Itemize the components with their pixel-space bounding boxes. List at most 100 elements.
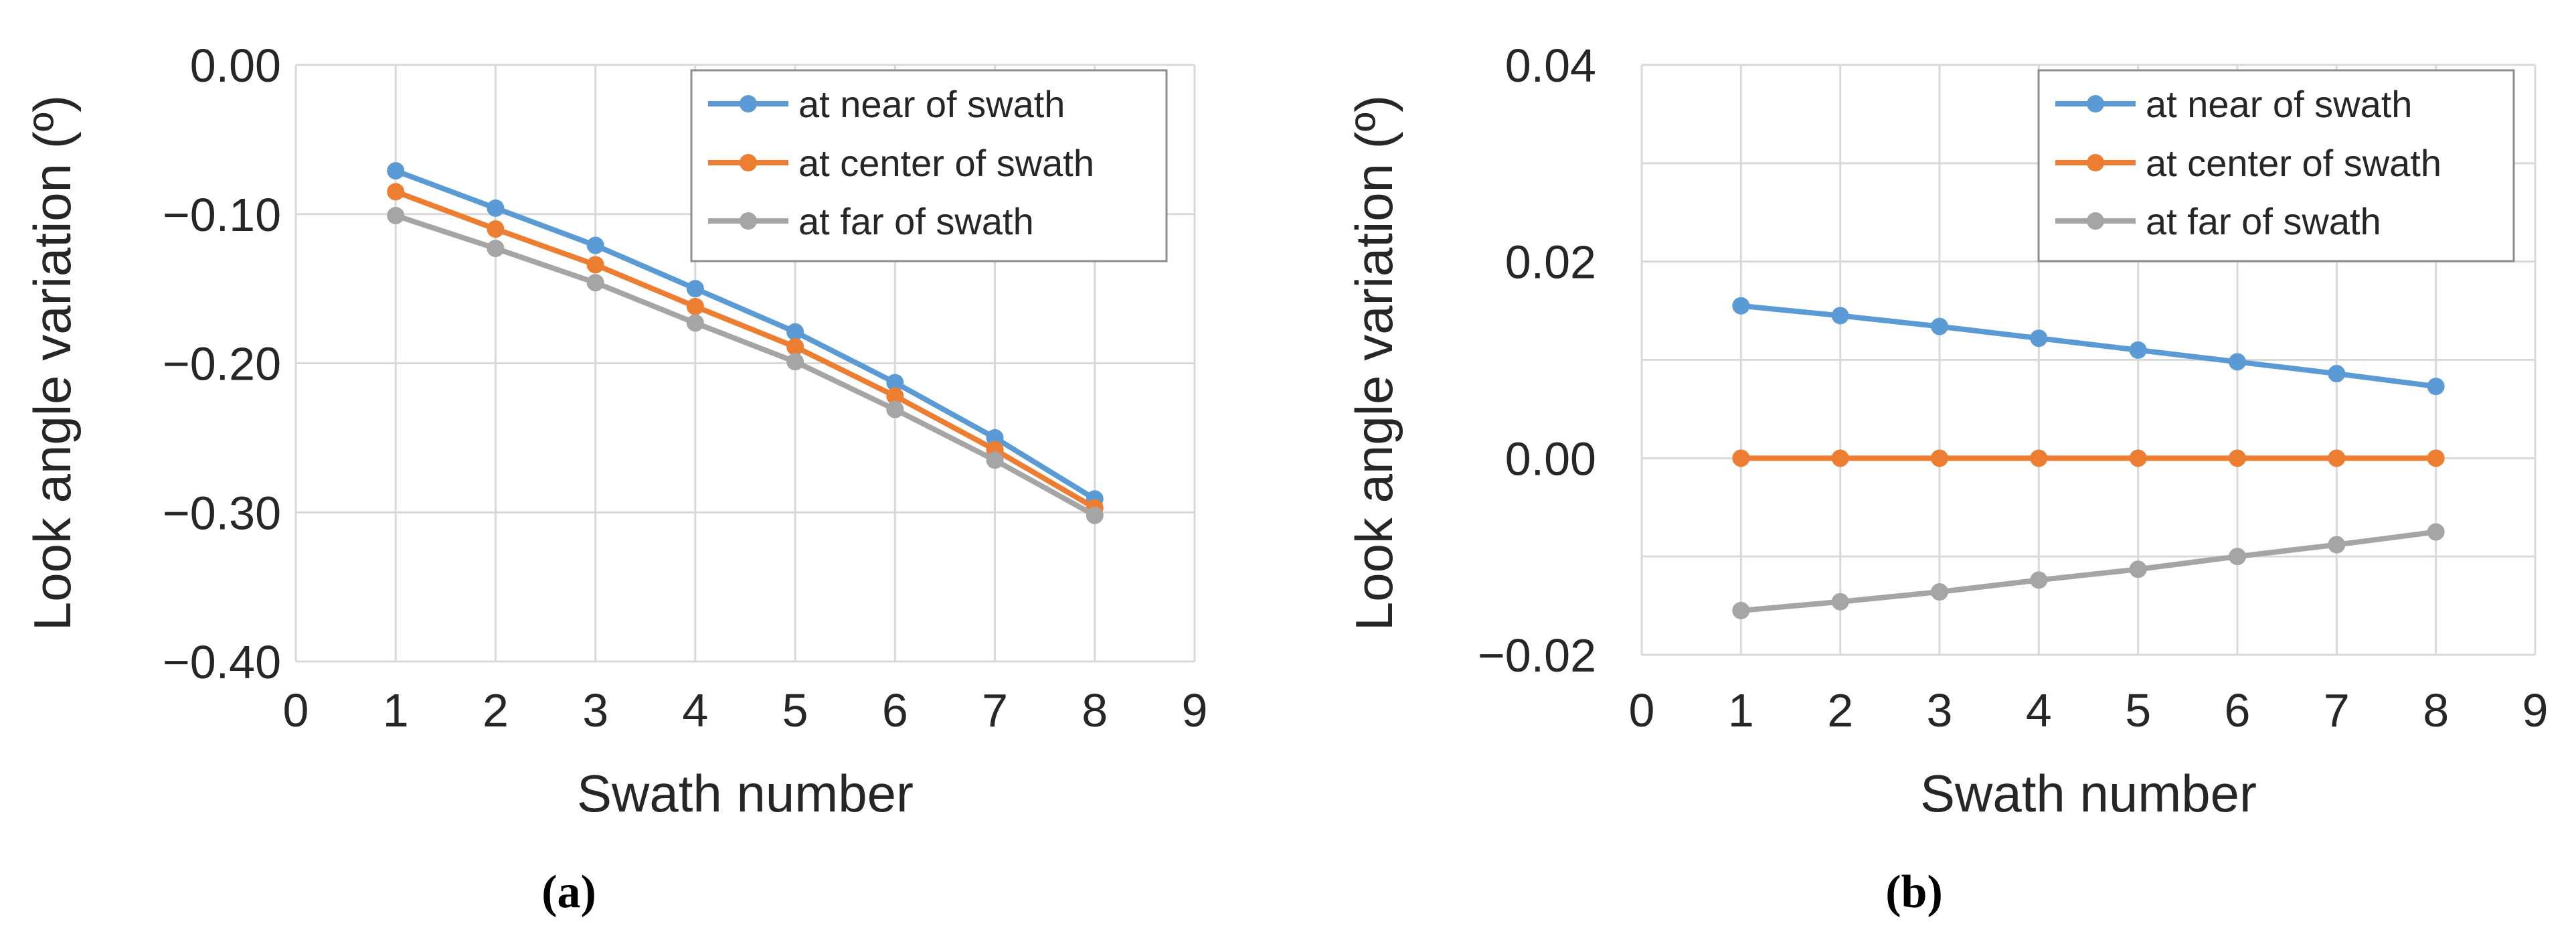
data-point	[886, 374, 904, 392]
chart-panel-a: 0.00 −0.10 −0.20 −0.30 −0.400 1 2 3 4 5 6 7 8 9 Swath …	[23, 40, 1207, 918]
x-tick-label: 2	[483, 684, 509, 736]
x-tick-label: 2	[1827, 684, 1853, 736]
chart-panel-b: 0.04 0.02 0.00 −0.02 0 1 2 3 4 5 6 7 8 9 Swath number L…	[1345, 40, 2548, 918]
legend-label: at far of swath	[2146, 200, 2381, 242]
y-tick-label: −0.10	[163, 189, 281, 241]
data-point	[2229, 353, 2246, 371]
x-axis-title: Swath number	[577, 764, 914, 823]
x-tick-label: 0	[1629, 684, 1655, 736]
x-tick-label: 3	[1927, 684, 1953, 736]
legend-swatch-marker	[2087, 154, 2104, 171]
data-point	[886, 400, 904, 418]
data-point	[2129, 560, 2147, 578]
y-axis-title: Look angle variation (º)	[23, 95, 82, 631]
data-point	[2129, 341, 2147, 359]
x-tick-label: 6	[2225, 684, 2251, 736]
series-line-3	[1738, 529, 2439, 613]
y-tick-label: −0.40	[163, 636, 281, 688]
legend-swatch-marker	[740, 212, 757, 230]
y-tick-label: −0.02	[1478, 629, 1596, 682]
y-axis-title: Look angle variation (º)	[1345, 95, 1403, 631]
data-point	[1732, 297, 1750, 315]
legend-label: at center of swath	[2146, 142, 2441, 184]
data-point	[786, 323, 804, 341]
data-point	[1732, 449, 1750, 467]
data-point	[2328, 536, 2346, 554]
data-point	[1931, 449, 1948, 467]
data-point	[387, 183, 405, 201]
legend-swatch-marker	[740, 95, 757, 112]
data-point	[2129, 449, 2147, 467]
data-point	[1732, 601, 1750, 619]
y-tick-label: 0.04	[1505, 40, 1596, 92]
y-tick-label: 0.00	[1505, 433, 1596, 485]
data-point	[487, 220, 505, 238]
data-point	[1831, 307, 1849, 325]
y-tick-label: 0.00	[190, 40, 281, 92]
x-tick-label: 4	[2026, 684, 2052, 736]
data-point	[686, 297, 704, 315]
x-tick-label: 8	[1082, 684, 1108, 736]
series-line-3	[393, 212, 1098, 518]
legend-swatch-marker	[740, 154, 757, 171]
data-point	[387, 162, 405, 180]
legend-swatch-marker	[2087, 212, 2104, 230]
data-point	[1831, 593, 1849, 611]
data-point	[2328, 365, 2346, 383]
data-point	[786, 353, 804, 371]
data-point	[2030, 571, 2048, 589]
x-tick-label: 1	[383, 684, 409, 736]
x-tick-label: 1	[1728, 684, 1754, 736]
data-point	[586, 274, 604, 292]
x-tick-label: 6	[882, 684, 908, 736]
data-point	[2229, 548, 2246, 566]
data-point	[686, 314, 704, 332]
data-point	[886, 387, 904, 405]
x-tick-label: 7	[2324, 684, 2350, 736]
legend-label: at near of swath	[798, 83, 1065, 125]
x-tick-label: 9	[1182, 684, 1208, 736]
x-tick-label: 3	[582, 684, 608, 736]
panel-label: (b)	[1885, 866, 1943, 918]
x-tick-label: 5	[782, 684, 808, 736]
data-point	[1931, 317, 1948, 335]
data-point	[2328, 449, 2346, 467]
legend-swatch-marker	[2087, 95, 2104, 112]
data-point	[487, 199, 505, 217]
x-tick-label: 5	[2125, 684, 2151, 736]
panel-label: (a)	[541, 866, 596, 918]
legend-label: at near of swath	[2146, 83, 2412, 125]
x-axis-title: Swath number	[1920, 764, 2257, 823]
data-point	[2229, 449, 2246, 467]
y-tick-label: −0.30	[163, 487, 281, 539]
data-point	[686, 280, 704, 298]
x-tick-label: 8	[2423, 684, 2449, 736]
x-tick-label: 7	[982, 684, 1008, 736]
legend-label: at far of swath	[798, 200, 1034, 242]
data-point	[586, 256, 604, 274]
data-point	[2030, 329, 2048, 347]
data-point	[2030, 449, 2048, 467]
data-point	[1831, 449, 1849, 467]
data-point	[487, 239, 505, 257]
data-point	[387, 206, 405, 224]
data-point	[586, 236, 604, 254]
legend-label: at center of swath	[798, 142, 1094, 184]
data-point	[786, 337, 804, 356]
x-tick-label: 9	[2522, 684, 2549, 736]
y-tick-label: 0.02	[1505, 236, 1596, 289]
y-tick-label: −0.20	[163, 338, 281, 390]
series-line-1	[393, 168, 1098, 502]
data-point	[2427, 378, 2445, 396]
data-point	[2427, 449, 2445, 467]
data-point	[1931, 583, 1948, 601]
series-line-2	[393, 189, 1098, 511]
series-line-1	[1738, 303, 2439, 390]
data-point	[986, 451, 1004, 469]
data-point	[2427, 523, 2445, 541]
data-point	[986, 429, 1004, 447]
x-tick-label: 0	[283, 684, 309, 736]
x-tick-label: 4	[682, 684, 708, 736]
data-point	[1086, 506, 1104, 524]
